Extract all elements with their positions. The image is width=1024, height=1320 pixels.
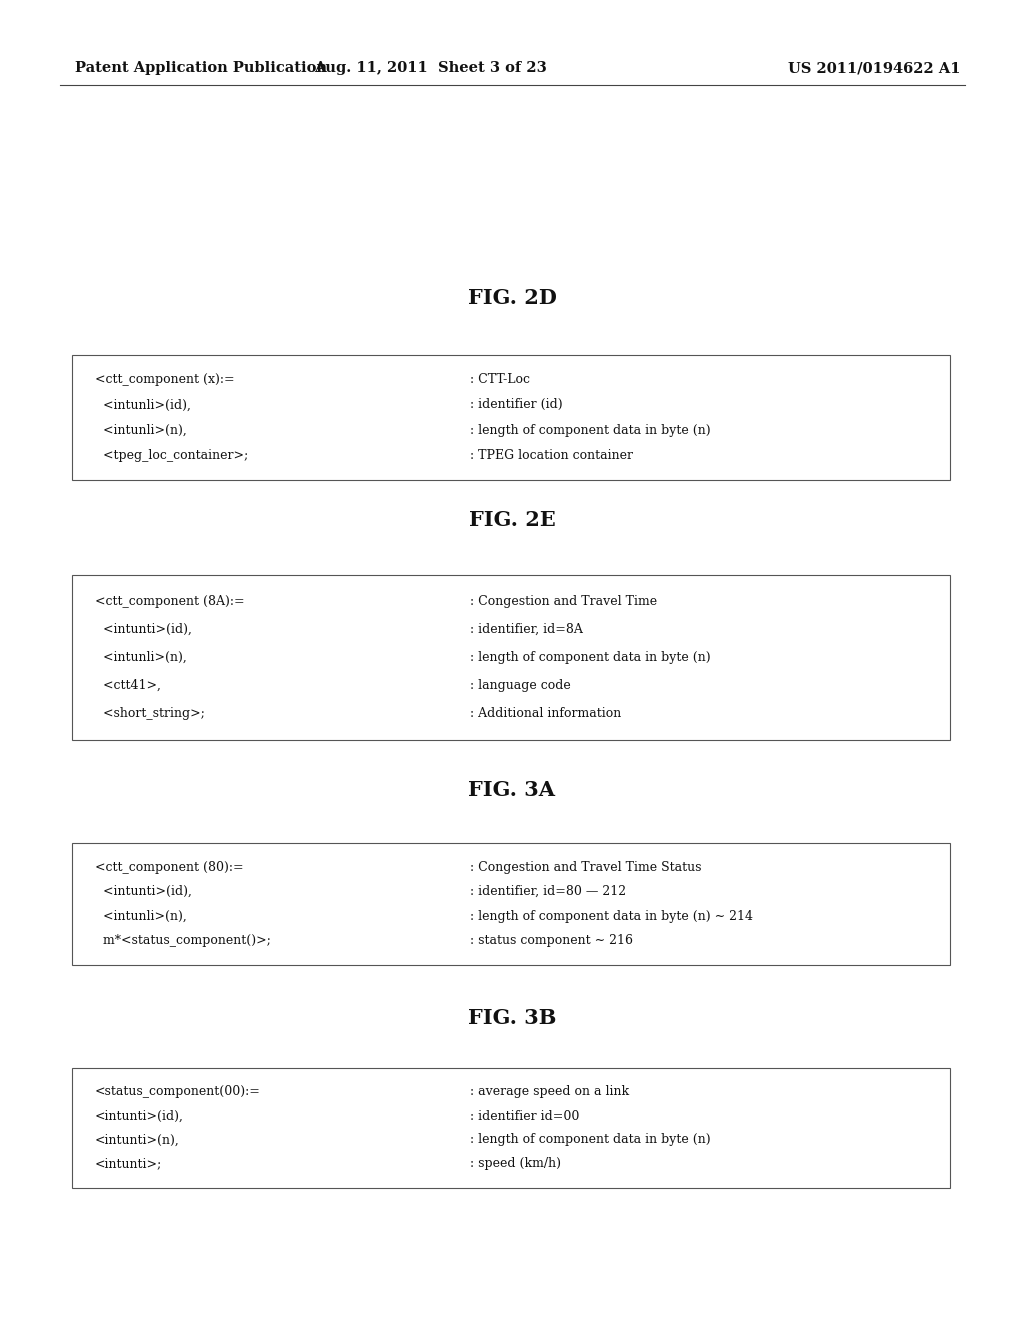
Text: FIG. 2D: FIG. 2D bbox=[468, 288, 556, 308]
Text: <intunli>(n),: <intunli>(n), bbox=[95, 909, 186, 923]
Text: <intunti>;: <intunti>; bbox=[95, 1158, 162, 1171]
Text: : identifier id=00: : identifier id=00 bbox=[470, 1110, 580, 1122]
Text: <intunti>(id),: <intunti>(id), bbox=[95, 1110, 184, 1122]
Text: : identifier, id=80 — 212: : identifier, id=80 — 212 bbox=[470, 886, 626, 898]
Text: <ctt_component (8A):=: <ctt_component (8A):= bbox=[95, 594, 245, 607]
Text: <tpeg_loc_container>;: <tpeg_loc_container>; bbox=[95, 449, 248, 462]
Text: Aug. 11, 2011  Sheet 3 of 23: Aug. 11, 2011 Sheet 3 of 23 bbox=[313, 61, 547, 75]
Text: : length of component data in byte (n) ∼ 214: : length of component data in byte (n) ∼… bbox=[470, 909, 753, 923]
Text: : Additional information: : Additional information bbox=[470, 708, 622, 721]
Text: : Congestion and Travel Time: : Congestion and Travel Time bbox=[470, 594, 657, 607]
Text: <intunli>(id),: <intunli>(id), bbox=[95, 399, 190, 412]
FancyBboxPatch shape bbox=[72, 843, 950, 965]
Text: : identifier (id): : identifier (id) bbox=[470, 399, 562, 412]
Text: <intunti>(id),: <intunti>(id), bbox=[95, 623, 191, 636]
FancyBboxPatch shape bbox=[72, 576, 950, 741]
Text: FIG. 3A: FIG. 3A bbox=[469, 780, 555, 800]
Text: : average speed on a link: : average speed on a link bbox=[470, 1085, 629, 1098]
Text: <status_component(00):=: <status_component(00):= bbox=[95, 1085, 261, 1098]
FancyBboxPatch shape bbox=[72, 1068, 950, 1188]
Text: <intunli>(n),: <intunli>(n), bbox=[95, 424, 186, 437]
Text: <intunti>(n),: <intunti>(n), bbox=[95, 1134, 180, 1147]
Text: : Congestion and Travel Time Status: : Congestion and Travel Time Status bbox=[470, 861, 701, 874]
Text: : language code: : language code bbox=[470, 680, 570, 692]
Text: <short_string>;: <short_string>; bbox=[95, 708, 205, 721]
Text: <intunli>(n),: <intunli>(n), bbox=[95, 651, 186, 664]
Text: : status component ∼ 216: : status component ∼ 216 bbox=[470, 935, 633, 948]
Text: : length of component data in byte (n): : length of component data in byte (n) bbox=[470, 651, 711, 664]
Text: FIG. 2E: FIG. 2E bbox=[469, 510, 555, 531]
Text: FIG. 3B: FIG. 3B bbox=[468, 1008, 556, 1028]
Text: <ctt_component (x):=: <ctt_component (x):= bbox=[95, 374, 234, 387]
Text: : TPEG location container: : TPEG location container bbox=[470, 449, 633, 462]
Text: <ctt_component (80):=: <ctt_component (80):= bbox=[95, 861, 244, 874]
Text: : identifier, id=8A: : identifier, id=8A bbox=[470, 623, 583, 636]
Text: : speed (km/h): : speed (km/h) bbox=[470, 1158, 561, 1171]
Text: m*<status_component()>;: m*<status_component()>; bbox=[95, 935, 271, 948]
Text: : length of component data in byte (n): : length of component data in byte (n) bbox=[470, 424, 711, 437]
FancyBboxPatch shape bbox=[72, 355, 950, 480]
Text: Patent Application Publication: Patent Application Publication bbox=[75, 61, 327, 75]
Text: <ctt41>,: <ctt41>, bbox=[95, 680, 161, 692]
Text: <intunti>(id),: <intunti>(id), bbox=[95, 886, 191, 898]
Text: : CTT-Loc: : CTT-Loc bbox=[470, 374, 530, 387]
Text: US 2011/0194622 A1: US 2011/0194622 A1 bbox=[787, 61, 961, 75]
Text: : length of component data in byte (n): : length of component data in byte (n) bbox=[470, 1134, 711, 1147]
